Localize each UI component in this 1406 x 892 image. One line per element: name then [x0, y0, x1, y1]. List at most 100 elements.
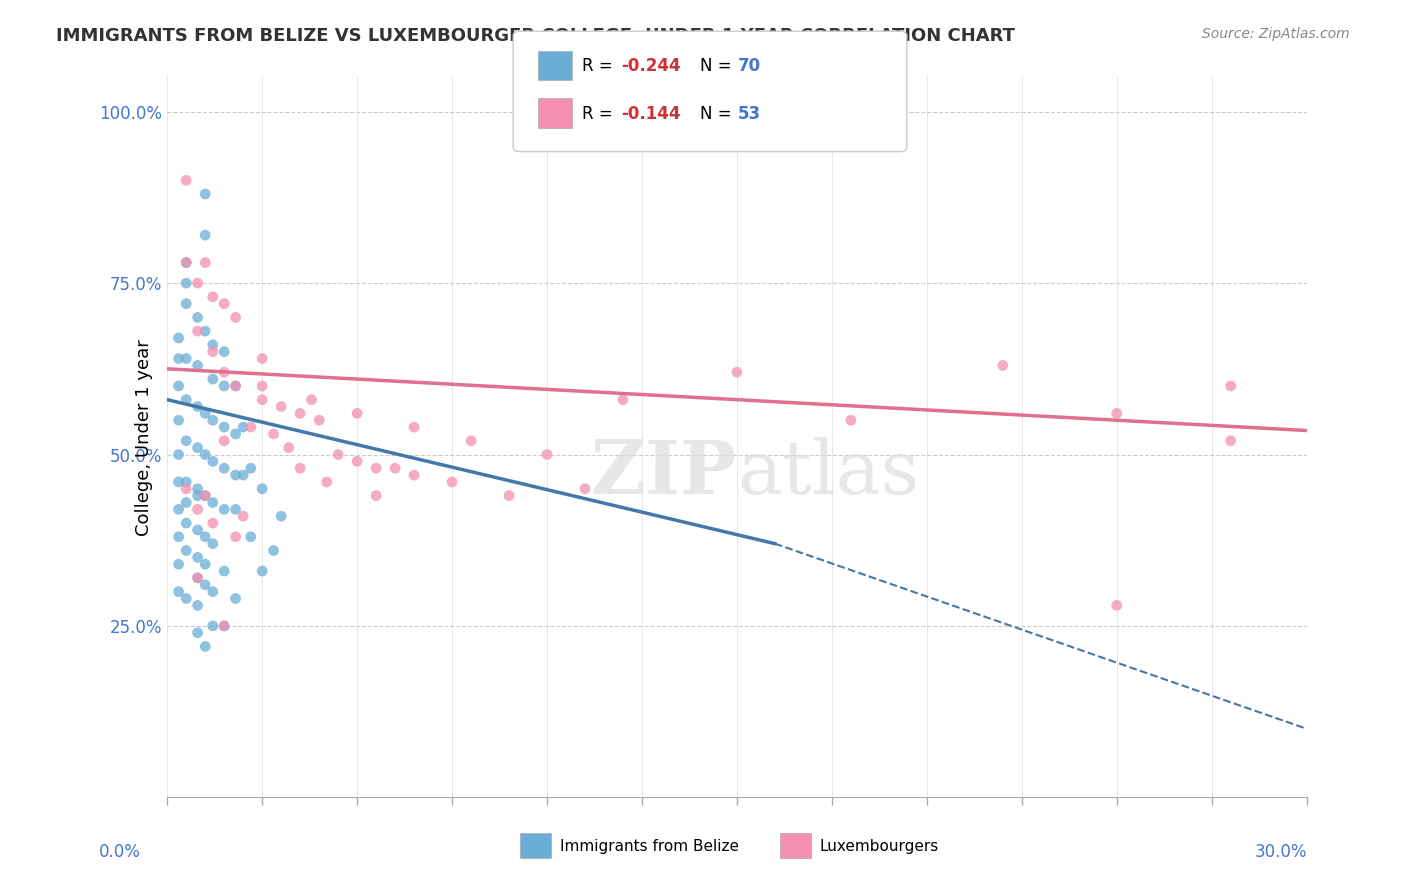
Point: [194, 558, 217, 572]
Point: [326, 448, 349, 462]
Text: ZIP: ZIP: [591, 437, 737, 510]
Text: Immigrants from Belize: Immigrants from Belize: [560, 839, 738, 854]
Point: [404, 468, 426, 483]
Point: [174, 296, 197, 310]
Point: [212, 502, 235, 516]
Point: [239, 420, 262, 434]
Point: [174, 495, 197, 509]
Point: [346, 406, 368, 420]
Point: [212, 420, 235, 434]
Point: [612, 392, 634, 407]
Point: [194, 228, 217, 243]
Point: [194, 489, 217, 503]
Point: [194, 640, 217, 654]
Point: [1105, 406, 1128, 420]
Point: [263, 543, 285, 558]
Point: [277, 441, 299, 455]
Point: [232, 420, 254, 434]
Point: [174, 516, 197, 530]
Point: [174, 434, 197, 448]
Point: [270, 509, 292, 524]
Point: [201, 495, 224, 509]
Point: [201, 338, 224, 352]
Point: [167, 448, 190, 462]
Point: [201, 619, 224, 633]
Point: [212, 564, 235, 578]
Point: [201, 290, 224, 304]
Point: [225, 468, 247, 483]
Point: [250, 564, 273, 578]
Point: [460, 434, 482, 448]
Point: [201, 372, 224, 386]
Point: [194, 578, 217, 592]
Point: [991, 359, 1014, 373]
Point: [167, 558, 190, 572]
Point: [174, 255, 197, 269]
Point: [212, 619, 235, 633]
Point: [212, 619, 235, 633]
Point: [301, 392, 323, 407]
Point: [167, 475, 190, 489]
Point: [187, 324, 209, 338]
Point: [201, 344, 224, 359]
Text: -0.144: -0.144: [621, 105, 681, 123]
Point: [232, 468, 254, 483]
Point: [536, 448, 558, 462]
Point: [187, 359, 209, 373]
Point: [201, 516, 224, 530]
Point: [441, 475, 464, 489]
Point: [194, 255, 217, 269]
Point: [212, 379, 235, 393]
Point: [225, 502, 247, 516]
Point: [187, 599, 209, 613]
Point: [187, 482, 209, 496]
Point: [225, 379, 247, 393]
Point: [194, 324, 217, 338]
Point: [315, 475, 337, 489]
Point: [250, 351, 273, 366]
Point: [187, 310, 209, 325]
Point: [174, 276, 197, 290]
Point: [288, 406, 311, 420]
Point: [167, 351, 190, 366]
Point: [232, 509, 254, 524]
Point: [288, 461, 311, 475]
Point: [194, 448, 217, 462]
Point: [225, 426, 247, 441]
Point: [187, 400, 209, 414]
Point: [404, 420, 426, 434]
Point: [250, 482, 273, 496]
Point: [187, 571, 209, 585]
Point: [239, 461, 262, 475]
Point: [839, 413, 862, 427]
Point: [725, 365, 748, 379]
Point: [212, 296, 235, 310]
Point: [1105, 599, 1128, 613]
Text: -0.244: -0.244: [621, 57, 681, 75]
Point: [263, 426, 285, 441]
Point: [250, 379, 273, 393]
Point: [167, 530, 190, 544]
Text: R =: R =: [582, 57, 619, 75]
Point: [174, 543, 197, 558]
Point: [174, 475, 197, 489]
Text: Source: ZipAtlas.com: Source: ZipAtlas.com: [1202, 27, 1350, 41]
Point: [212, 365, 235, 379]
Point: [174, 255, 197, 269]
Text: N =: N =: [700, 105, 737, 123]
Point: [167, 584, 190, 599]
Point: [1219, 434, 1241, 448]
Point: [212, 344, 235, 359]
Point: [574, 482, 596, 496]
Y-axis label: College, Under 1 year: College, Under 1 year: [135, 339, 153, 536]
Point: [225, 591, 247, 606]
Point: [194, 406, 217, 420]
Text: R =: R =: [582, 105, 619, 123]
Point: [201, 454, 224, 468]
Point: [194, 530, 217, 544]
Point: [212, 461, 235, 475]
Point: [366, 489, 388, 503]
Point: [174, 591, 197, 606]
Point: [225, 379, 247, 393]
Point: [346, 454, 368, 468]
